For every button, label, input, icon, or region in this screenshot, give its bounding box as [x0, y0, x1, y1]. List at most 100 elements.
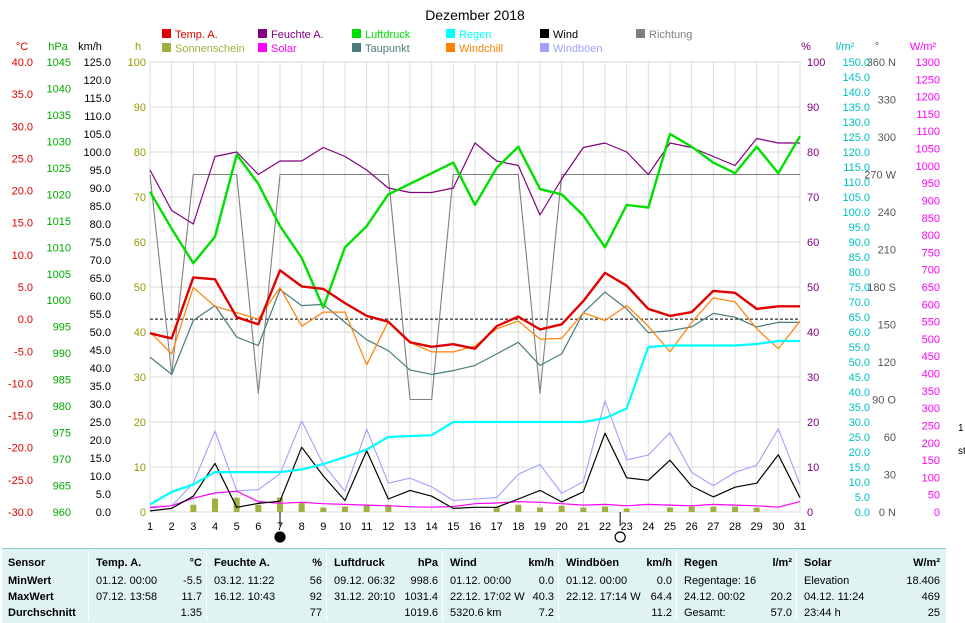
x-tick-label: 22: [599, 521, 611, 533]
sunshine-bar: [342, 506, 348, 512]
stats-cell-label: Gesamt:: [684, 607, 726, 619]
legend-swatch: [636, 29, 645, 38]
wind-axis-tick: 90.0: [90, 183, 111, 195]
solar-axis-tick: 50: [928, 490, 940, 502]
wind-axis-tick: 80.0: [90, 219, 111, 231]
rain-axis-tick: 25.0: [849, 432, 870, 444]
stats-cell-label: Regentage: 16: [684, 575, 757, 587]
stats-cell-value: 18.406: [906, 575, 940, 587]
rain-axis-tick: 80.0: [849, 267, 870, 279]
sunshine-axis-tick: 20: [134, 417, 146, 429]
stats-column-header: Regen: [684, 557, 718, 569]
wind-axis-tick: 40.0: [90, 363, 111, 375]
axis-unit-label: h: [135, 41, 141, 53]
sunshine-axis-tick: 70: [134, 192, 146, 204]
stats-cell-label: 09.12. 06:32: [334, 575, 396, 587]
stats-column: Temp. A. °C 01.12. 00:00 -5.5 07.12. 13:58 11…: [90, 549, 208, 623]
sunshine-axis-tick: 0: [140, 507, 146, 519]
wind-axis-tick: 35.0: [90, 381, 111, 393]
sunshine-bar: [623, 508, 630, 512]
rain-axis-tick: 100.0: [842, 207, 870, 219]
x-tick-label: 16: [469, 521, 481, 533]
rain-axis-tick: 20.0: [849, 447, 870, 459]
stats-cell-value: 57.0: [770, 607, 792, 619]
rain-axis-tick: 115.0: [843, 162, 870, 174]
direction-axis-tick: 300: [878, 132, 896, 144]
pressure-axis-tick: 1025: [47, 163, 71, 175]
legend-label: Windböen: [553, 43, 603, 55]
legend-swatch: [162, 43, 171, 52]
solar-axis-tick: 200: [922, 438, 940, 450]
sunshine-bar: [602, 506, 608, 512]
stats-separator: [676, 551, 677, 621]
stats-column-header: Feuchte A.: [214, 557, 270, 569]
direction-axis-tick: 360 N: [867, 57, 896, 69]
wind-axis-tick: 125.0: [83, 57, 111, 69]
x-tick-label: 28: [729, 521, 741, 533]
x-tick-label: 17: [491, 521, 503, 533]
humidity-axis-tick: 50: [807, 282, 819, 294]
legend-swatch: [258, 43, 267, 52]
series-line-luftdruck: [148, 132, 802, 309]
direction-axis-tick: 120: [878, 357, 896, 369]
temp-axis-tick: 30.0: [12, 121, 33, 133]
axis-unit-label: °C: [16, 41, 28, 53]
solar-axis-tick: 500: [922, 334, 940, 346]
stats-cell-label: 5320.6 km: [450, 607, 502, 619]
rain-axis-tick: 95.0: [849, 222, 870, 234]
sunshine-axis-tick: 60: [134, 237, 146, 249]
series-line-taupunkt: [149, 289, 800, 375]
stats-cell-label: 04.12. 11:24: [804, 591, 865, 603]
stats-cell-value: 64.4: [650, 591, 672, 603]
temp-axis-tick: -25.0: [8, 475, 33, 487]
rain-axis-tick: 10.0: [849, 477, 870, 489]
window-edge: 1 st: [951, 0, 965, 600]
stats-cell-value: 77: [309, 607, 322, 619]
rain-axis-tick: 105.0: [842, 192, 870, 204]
solar-axis-tick: 900: [922, 195, 940, 207]
temp-axis-tick: 25.0: [12, 153, 33, 165]
legend-label: Temp. A.: [175, 29, 218, 41]
wind-axis-tick: 95.0: [90, 165, 111, 177]
stats-cell-value: 56: [309, 575, 322, 587]
rain-axis-tick: 70.0: [849, 297, 870, 309]
x-tick-label: 5: [234, 521, 240, 533]
direction-axis-tick: 270 W: [864, 170, 896, 182]
sunshine-axis-tick: 80: [134, 147, 146, 159]
moon-phase-new-icon: [274, 531, 286, 543]
wind-axis-tick: 60.0: [90, 291, 111, 303]
stats-column: Solar W/m² Elevation 18.406 04.12. 11:24 469 2…: [798, 549, 946, 623]
pressure-axis-tick: 1020: [47, 189, 71, 201]
solar-axis-tick: 400: [922, 369, 940, 381]
solar-axis-tick: 100: [922, 472, 940, 484]
solar-axis-tick: 850: [922, 213, 940, 225]
stats-column: Windböen km/h 01.12. 00:00 0.0 22.12. 17:14 …: [560, 549, 678, 623]
wind-axis-tick: 20.0: [90, 435, 111, 447]
series-line-windb-en: [149, 400, 801, 508]
rain-axis-tick: 35.0: [849, 402, 870, 414]
solar-axis-tick: 250: [922, 420, 940, 432]
wind-axis-tick: 0.0: [96, 507, 111, 519]
rain-axis-tick: 150.0: [842, 57, 870, 69]
rain-axis-tick: 135.0: [842, 102, 870, 114]
rain-axis-tick: 120.0: [842, 147, 870, 159]
solar-axis-tick: 300: [922, 403, 940, 415]
humidity-axis-tick: 80: [807, 147, 819, 159]
x-tick-label: 6: [255, 521, 261, 533]
direction-axis-tick: 150: [878, 320, 896, 332]
pressure-axis-tick: 1035: [47, 110, 71, 122]
sunshine-bar: [277, 497, 283, 512]
solar-axis-tick: 1100: [916, 126, 940, 138]
rain-axis-tick: 90.0: [849, 237, 870, 249]
wind-axis-tick: 105.0: [83, 129, 111, 141]
legend-label: Taupunkt: [365, 43, 410, 55]
stats-separator: [796, 551, 797, 621]
solar-axis-tick: 350: [922, 386, 940, 398]
series-line-regen: [149, 339, 800, 506]
stats-column-unit: °C: [189, 557, 202, 569]
moon-phase-full-icon: [614, 531, 626, 543]
wind-axis-tick: 30.0: [90, 399, 111, 411]
stats-cell-value: 998.6: [410, 575, 438, 587]
stats-cell-value: 0.0: [538, 575, 554, 587]
solar-axis-tick: 750: [922, 247, 940, 259]
